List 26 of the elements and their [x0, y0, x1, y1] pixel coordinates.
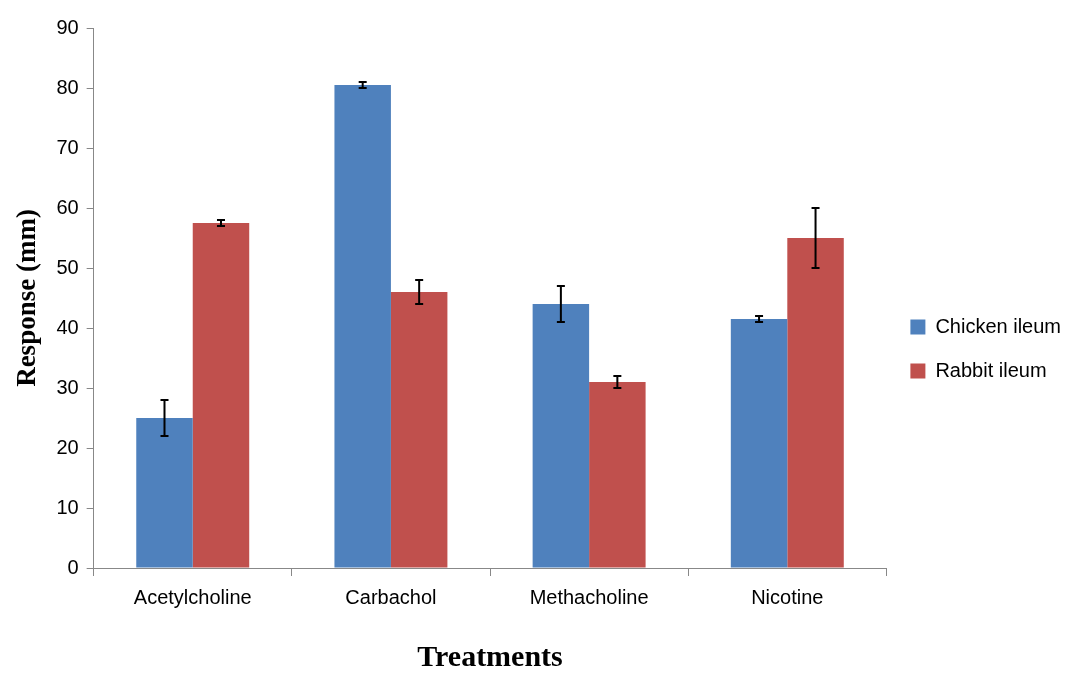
x-tick-label: Methacholine	[529, 585, 649, 608]
bar	[730, 319, 788, 568]
bar	[589, 382, 646, 568]
bar	[390, 292, 448, 568]
y-tick-label: 0	[67, 555, 79, 578]
x-tick-label: Acetylcholine	[133, 585, 252, 608]
legend-label: Chicken ileum	[935, 314, 1061, 337]
legend-label: Rabbit ileum	[935, 358, 1047, 381]
y-tick-label: 50	[56, 255, 79, 278]
y-axis-title: Response (mm)	[11, 209, 42, 387]
y-tick-label: 30	[56, 375, 79, 398]
y-tick-label: 80	[56, 75, 79, 98]
bar	[334, 85, 391, 568]
bar	[192, 223, 250, 568]
bar	[532, 304, 590, 568]
y-tick-label: 60	[56, 195, 79, 218]
y-tick-label: 40	[56, 315, 79, 338]
y-tick-label: 70	[56, 135, 79, 158]
bar	[136, 418, 193, 568]
y-tick-label: 10	[56, 495, 79, 518]
y-tick-label: 20	[56, 435, 79, 458]
x-tick-label: Carbachol	[345, 585, 437, 608]
x-tick-label: Nicotine	[751, 585, 824, 608]
x-axis-title: Treatments	[417, 638, 563, 672]
y-tick-label: 90	[56, 15, 79, 38]
bar	[787, 238, 844, 568]
